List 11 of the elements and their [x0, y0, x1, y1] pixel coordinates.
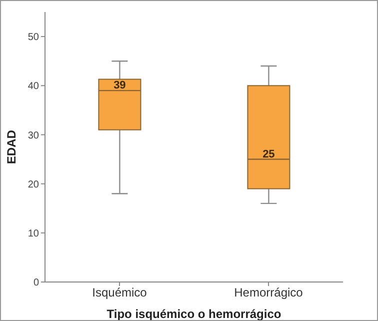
x-tick-label: Hemorrágico: [234, 286, 304, 300]
y-axis-title: EDAD: [4, 130, 18, 164]
annotation: 25: [262, 148, 275, 160]
y-tick-label: 20: [28, 179, 40, 190]
y-tick-label: 0: [33, 278, 40, 289]
y-tick-label: 10: [28, 228, 40, 240]
x-tick-label: Isquémico: [92, 286, 148, 300]
annotation: 39: [114, 80, 126, 92]
y-tick-label: 40: [28, 81, 40, 92]
y-tick-label: 50: [28, 32, 40, 44]
y-tick-label: 30: [28, 130, 40, 142]
